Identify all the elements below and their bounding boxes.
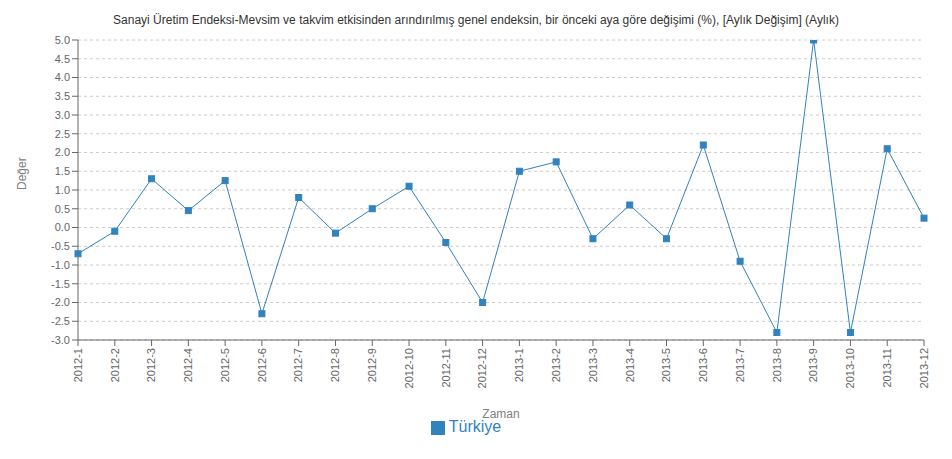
- svg-text:2012-9: 2012-9: [366, 348, 378, 382]
- svg-text:2012-8: 2012-8: [329, 348, 341, 382]
- svg-text:-3.0: -3.0: [51, 334, 70, 346]
- svg-text:0.0: 0.0: [55, 221, 70, 233]
- svg-text:2012-12: 2012-12: [476, 348, 488, 388]
- svg-text:0.5: 0.5: [55, 203, 70, 215]
- svg-text:2013-10: 2013-10: [844, 348, 856, 388]
- svg-text:-1.0: -1.0: [51, 259, 70, 271]
- svg-text:Değer: Değer: [15, 157, 29, 190]
- svg-text:2013-2: 2013-2: [550, 348, 562, 382]
- svg-text:2013-4: 2013-4: [624, 348, 636, 382]
- svg-text:1.0: 1.0: [55, 184, 70, 196]
- svg-text:Zaman: Zaman: [482, 407, 519, 421]
- svg-text:2013-9: 2013-9: [807, 348, 819, 382]
- svg-text:2013-3: 2013-3: [587, 348, 599, 382]
- svg-text:2013-7: 2013-7: [734, 348, 746, 382]
- svg-text:2013-11: 2013-11: [881, 348, 893, 388]
- svg-text:2013-5: 2013-5: [660, 348, 672, 382]
- svg-text:5.0: 5.0: [55, 34, 70, 46]
- svg-text:2012-1: 2012-1: [72, 348, 84, 382]
- svg-text:4.5: 4.5: [55, 53, 70, 65]
- svg-text:2012-11: 2012-11: [440, 348, 452, 388]
- svg-text:2.5: 2.5: [55, 128, 70, 140]
- svg-text:-0.5: -0.5: [51, 240, 70, 252]
- svg-text:2013-8: 2013-8: [771, 348, 783, 382]
- svg-text:2012-5: 2012-5: [219, 348, 231, 382]
- svg-text:2.0: 2.0: [55, 146, 70, 158]
- svg-text:2012-3: 2012-3: [145, 348, 157, 382]
- svg-text:2013-6: 2013-6: [697, 348, 709, 382]
- html-text:Türkiye: Türkiye: [448, 418, 502, 435]
- svg-text:1.5: 1.5: [55, 165, 70, 177]
- svg-text:3.5: 3.5: [55, 90, 70, 102]
- svg-text:2012-2: 2012-2: [109, 348, 121, 382]
- html-text:Sanayi Üretim Endeksi-Mevsim v: Sanayi Üretim Endeksi-Mevsim ve takvim e…: [113, 13, 839, 27]
- svg-text:4.0: 4.0: [55, 71, 70, 83]
- svg-text:-2.5: -2.5: [51, 315, 70, 327]
- svg-text:2013-12: 2013-12: [918, 348, 930, 388]
- svg-text:2012-4: 2012-4: [182, 348, 194, 382]
- svg-text:2012-10: 2012-10: [403, 348, 415, 388]
- svg-text:3.0: 3.0: [55, 109, 70, 121]
- svg-text:2012-6: 2012-6: [256, 348, 268, 382]
- svg-text:-2.0: -2.0: [51, 296, 70, 308]
- svg-text:2012-7: 2012-7: [293, 348, 305, 382]
- svg-text:2013-1: 2013-1: [513, 348, 525, 382]
- svg-text:-1.5: -1.5: [51, 278, 70, 290]
